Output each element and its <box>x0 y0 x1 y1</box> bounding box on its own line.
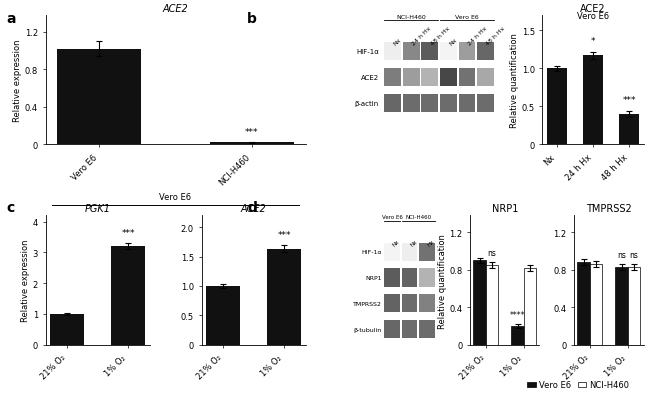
Y-axis label: Relative expression: Relative expression <box>13 39 22 122</box>
FancyBboxPatch shape <box>419 269 434 287</box>
Text: ***: *** <box>622 96 636 105</box>
Title: ACE2: ACE2 <box>162 4 188 14</box>
Text: 48 h Hx: 48 h Hx <box>486 26 506 47</box>
FancyBboxPatch shape <box>458 95 475 113</box>
Text: NCI-H460: NCI-H460 <box>396 15 426 20</box>
FancyBboxPatch shape <box>440 43 457 61</box>
Text: ACE2: ACE2 <box>361 75 379 81</box>
Title: NRP1: NRP1 <box>491 204 518 214</box>
Bar <box>210 143 294 145</box>
Text: HIF-1α: HIF-1α <box>361 249 382 255</box>
FancyBboxPatch shape <box>384 43 401 61</box>
Text: Nx: Nx <box>410 238 418 247</box>
Text: Nx: Nx <box>393 37 402 47</box>
FancyBboxPatch shape <box>384 69 401 87</box>
FancyBboxPatch shape <box>440 69 457 87</box>
FancyBboxPatch shape <box>384 320 400 338</box>
FancyBboxPatch shape <box>402 269 417 287</box>
FancyBboxPatch shape <box>403 69 420 87</box>
Bar <box>486 265 499 345</box>
Y-axis label: Relative expression: Relative expression <box>21 239 30 322</box>
Text: β-actin: β-actin <box>355 101 379 107</box>
Bar <box>628 267 640 345</box>
FancyBboxPatch shape <box>419 295 434 313</box>
Text: c: c <box>6 200 15 215</box>
FancyBboxPatch shape <box>402 320 417 338</box>
Text: Vero E6: Vero E6 <box>159 193 192 202</box>
Title: TMPRSS2: TMPRSS2 <box>586 204 632 214</box>
Bar <box>524 268 536 345</box>
FancyBboxPatch shape <box>477 69 494 87</box>
FancyBboxPatch shape <box>402 295 417 313</box>
Text: b: b <box>247 12 257 26</box>
Text: ns: ns <box>617 250 626 259</box>
FancyBboxPatch shape <box>477 95 494 113</box>
FancyBboxPatch shape <box>403 43 420 61</box>
FancyBboxPatch shape <box>421 95 438 113</box>
FancyBboxPatch shape <box>421 69 438 87</box>
Bar <box>267 249 301 345</box>
Title: PGK1: PGK1 <box>84 204 110 214</box>
Y-axis label: Relative quantification: Relative quantification <box>437 233 447 328</box>
FancyBboxPatch shape <box>419 243 434 261</box>
Bar <box>547 69 567 145</box>
FancyBboxPatch shape <box>384 295 400 313</box>
FancyBboxPatch shape <box>477 43 494 61</box>
FancyBboxPatch shape <box>458 43 475 61</box>
FancyBboxPatch shape <box>402 243 417 261</box>
Legend: Vero E6, NCI-H460: Vero E6, NCI-H460 <box>524 377 633 393</box>
Text: β-tubulin: β-tubulin <box>353 327 382 332</box>
FancyBboxPatch shape <box>458 69 475 87</box>
Text: Vero E6: Vero E6 <box>577 12 609 20</box>
Bar <box>473 261 486 345</box>
Title: ACE2: ACE2 <box>580 4 606 14</box>
Bar <box>512 326 524 345</box>
Text: ***: *** <box>245 127 259 136</box>
FancyBboxPatch shape <box>384 243 400 261</box>
Bar <box>50 314 84 345</box>
Bar <box>111 247 145 345</box>
Bar <box>57 50 141 145</box>
Text: ****: **** <box>510 310 525 319</box>
Bar <box>583 56 603 145</box>
Text: NCI-H460: NCI-H460 <box>405 215 431 220</box>
Text: ***: *** <box>278 231 291 239</box>
FancyBboxPatch shape <box>384 95 401 113</box>
Text: a: a <box>6 12 16 26</box>
Bar <box>619 115 639 145</box>
FancyBboxPatch shape <box>419 320 434 338</box>
FancyBboxPatch shape <box>384 269 400 287</box>
Bar <box>577 263 590 345</box>
Text: 48 h Hx: 48 h Hx <box>430 26 450 47</box>
Bar <box>590 265 603 345</box>
Text: NRP1: NRP1 <box>365 275 382 280</box>
Text: d: d <box>247 200 257 215</box>
Text: Nx: Nx <box>448 37 458 47</box>
Text: Vero E6: Vero E6 <box>382 215 402 220</box>
Text: *: * <box>591 37 595 46</box>
FancyBboxPatch shape <box>421 43 438 61</box>
Y-axis label: Relative quantification: Relative quantification <box>510 33 519 128</box>
Text: ns: ns <box>630 250 638 259</box>
Text: Vero E6: Vero E6 <box>455 15 479 20</box>
Text: TMPRSS2: TMPRSS2 <box>352 301 382 306</box>
Text: 24 h Hx: 24 h Hx <box>467 26 488 47</box>
Text: Hx: Hx <box>427 238 436 247</box>
Text: HIF-1α: HIF-1α <box>356 49 379 55</box>
Bar <box>206 286 240 345</box>
Text: ***: *** <box>122 229 135 237</box>
Text: Nx: Nx <box>392 238 401 247</box>
FancyBboxPatch shape <box>440 95 457 113</box>
Title: ACE2: ACE2 <box>240 204 266 214</box>
Text: ns: ns <box>488 249 497 257</box>
Text: 24 h Hx: 24 h Hx <box>411 26 432 47</box>
Bar <box>616 267 628 345</box>
FancyBboxPatch shape <box>403 95 420 113</box>
